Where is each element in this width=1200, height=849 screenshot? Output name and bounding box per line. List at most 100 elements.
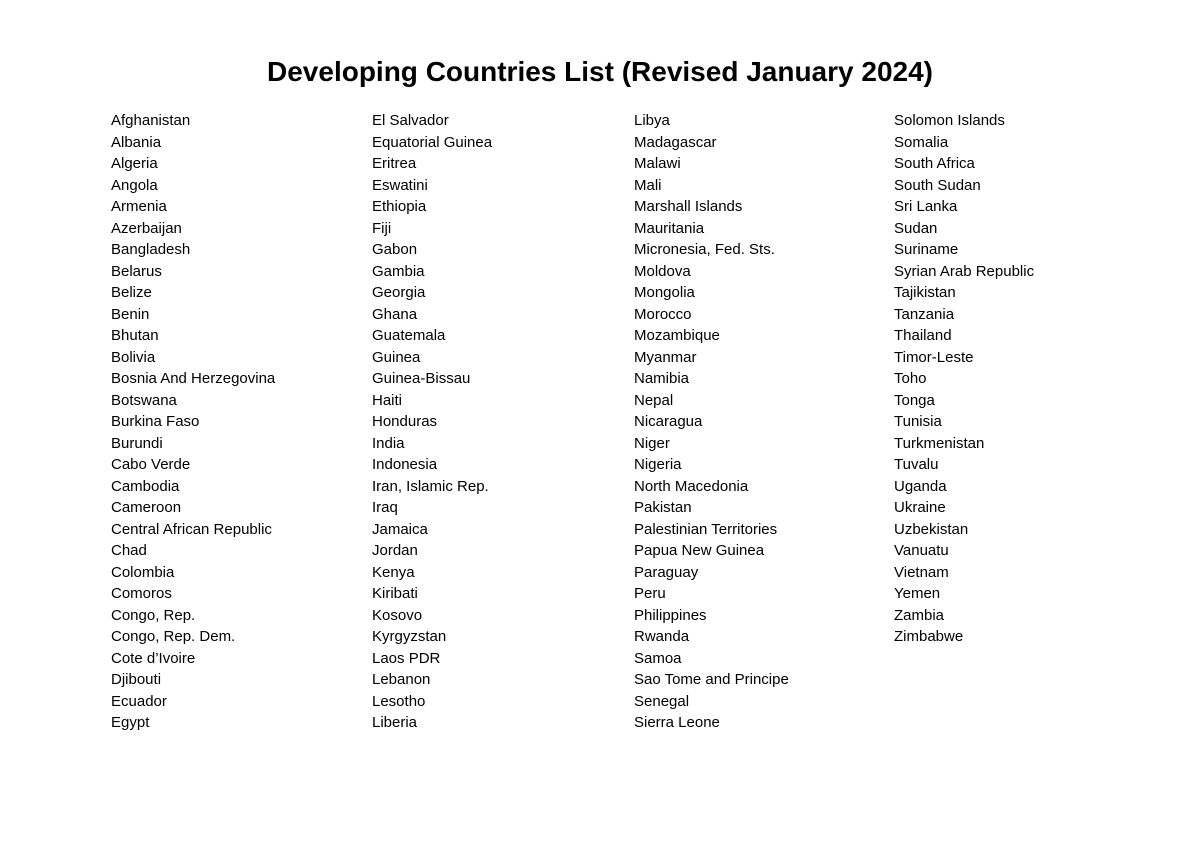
country-name: Guinea-Bissau bbox=[372, 370, 471, 387]
country-name: Madagascar bbox=[634, 133, 717, 151]
country-name: Niger bbox=[634, 434, 670, 452]
country-name: Zimbabwe bbox=[894, 628, 964, 645]
country-name: Cote d’Ivoire bbox=[111, 649, 196, 667]
country-name: Bhutan bbox=[111, 327, 159, 344]
country-name: Central African Republic bbox=[111, 520, 272, 538]
country-name: Senegal bbox=[634, 692, 690, 710]
country-name: Zambia bbox=[894, 606, 945, 624]
country-name: Malawi bbox=[634, 155, 681, 172]
country-name: Benin bbox=[111, 305, 150, 323]
country-name: Jamaica bbox=[372, 520, 428, 538]
title: Developing Countries List (Revised Janua… bbox=[267, 56, 933, 87]
country-name: Georgia bbox=[372, 284, 426, 301]
country-name: Eritrea bbox=[372, 155, 417, 172]
country-name: Syrian Arab Republic bbox=[894, 262, 1035, 280]
country-name: Algeria bbox=[111, 155, 158, 172]
country-name: South Africa bbox=[894, 155, 975, 172]
country-name: Bangladesh bbox=[111, 241, 191, 258]
country-name: South Sudan bbox=[894, 176, 981, 194]
country-column: El Salvador Equatorial Guinea Eritrea Eswat… bbox=[372, 110, 492, 734]
country-name: Azerbaijan bbox=[111, 219, 182, 237]
country-name: Chad bbox=[111, 542, 147, 559]
country-name: Libya bbox=[634, 112, 670, 129]
country-name: Nepal bbox=[634, 391, 674, 409]
country-name: Sao Tome and Principe bbox=[634, 671, 789, 688]
country-name: Albania bbox=[111, 133, 162, 151]
country-name: Tuvalu bbox=[894, 456, 939, 473]
country-name: Uzbekistan bbox=[894, 520, 969, 538]
country-name: Angola bbox=[111, 176, 158, 194]
country-name: Palestinian Territories bbox=[634, 520, 778, 538]
country-name: Kosovo bbox=[372, 606, 423, 624]
country-name: Iraq bbox=[372, 499, 398, 516]
country-name: El Salvador bbox=[372, 112, 449, 129]
country-name: Afghanistan bbox=[111, 112, 191, 129]
country-name: Yemen bbox=[894, 585, 941, 602]
country-name: Colombia bbox=[111, 563, 175, 581]
country-name: Indonesia bbox=[372, 456, 438, 473]
country-name: Pakistan bbox=[634, 499, 692, 516]
country-name: Ukraine bbox=[894, 499, 946, 516]
country-name: Comoros bbox=[111, 585, 172, 602]
country-name: Belize bbox=[111, 284, 152, 301]
country-name: Congo, Rep. bbox=[111, 606, 196, 624]
country-name: Kyrgyzstan bbox=[372, 628, 447, 645]
country-name: Sierra Leone bbox=[634, 714, 720, 731]
country-name: Namibia bbox=[634, 370, 690, 387]
country-name: Nigeria bbox=[634, 456, 682, 473]
country-name: Kiribati bbox=[372, 585, 418, 602]
country-name: Samoa bbox=[634, 649, 682, 667]
country-name: Gambia bbox=[372, 262, 425, 280]
country-name: Papua New Guinea bbox=[634, 542, 765, 559]
country-name: Ecuador bbox=[111, 692, 167, 710]
country-name: Uganda bbox=[894, 477, 947, 495]
country-name: Tanzania bbox=[894, 305, 955, 323]
country-column: Solomon Islands Somalia South Africa South … bbox=[894, 110, 1034, 648]
country-name: Iran, Islamic Rep. bbox=[372, 477, 489, 495]
country-name: Egypt bbox=[111, 714, 150, 731]
country-name: India bbox=[372, 434, 405, 452]
country-name: Nicaragua bbox=[634, 413, 703, 430]
country-name: Botswana bbox=[111, 391, 177, 409]
country-name: Mongolia bbox=[634, 284, 695, 301]
country-name: Bolivia bbox=[111, 348, 156, 366]
country-name: Sudan bbox=[894, 219, 938, 237]
country-name: Djibouti bbox=[111, 671, 162, 688]
country-name: Eswatini bbox=[372, 176, 428, 194]
country-name: Cambodia bbox=[111, 477, 180, 495]
country-name: Guatemala bbox=[372, 327, 446, 344]
country-name: Paraguay bbox=[634, 563, 699, 581]
country-name: Tonga bbox=[894, 391, 935, 409]
country-name: Ethiopia bbox=[372, 198, 427, 215]
country-name: Toho bbox=[894, 370, 927, 387]
country-name: Mali bbox=[634, 176, 662, 194]
country-name: Kenya bbox=[372, 563, 415, 581]
country-name: Suriname bbox=[894, 241, 959, 258]
country-name: North Macedonia bbox=[634, 477, 749, 495]
country-name: Sri Lanka bbox=[894, 198, 958, 215]
country-name: Armenia bbox=[111, 198, 167, 215]
country-name: Bosnia And Herzegovina bbox=[111, 370, 276, 387]
country-name: Peru bbox=[634, 585, 666, 602]
country-name: Belarus bbox=[111, 262, 162, 280]
country-name: Moldova bbox=[634, 262, 691, 280]
country-name: Burkina Faso bbox=[111, 413, 200, 430]
country-name: Thailand bbox=[894, 327, 952, 344]
country-name: Equatorial Guinea bbox=[372, 133, 493, 151]
country-name: Vanuatu bbox=[894, 542, 949, 559]
country-name: Haiti bbox=[372, 391, 403, 409]
country-name: Mozambique bbox=[634, 327, 720, 344]
country-name: Cabo Verde bbox=[111, 456, 191, 473]
country-name: Laos PDR bbox=[372, 649, 441, 667]
country-name: Myanmar bbox=[634, 348, 697, 366]
country-name: Burundi bbox=[111, 434, 163, 452]
country-name: Micronesia, Fed. Sts. bbox=[634, 241, 775, 258]
country-name: Tajikistan bbox=[894, 284, 956, 301]
country-name: Tunisia bbox=[894, 413, 942, 430]
country-name: Lesotho bbox=[372, 692, 426, 710]
country-name: Timor-Leste bbox=[894, 348, 974, 366]
country-column: Afghanistan Albania Algeria Angola Armenia Az… bbox=[111, 110, 275, 734]
country-name: Philippines bbox=[634, 606, 707, 624]
country-name: Congo, Rep. Dem. bbox=[111, 628, 236, 645]
country-name: Gabon bbox=[372, 241, 418, 258]
